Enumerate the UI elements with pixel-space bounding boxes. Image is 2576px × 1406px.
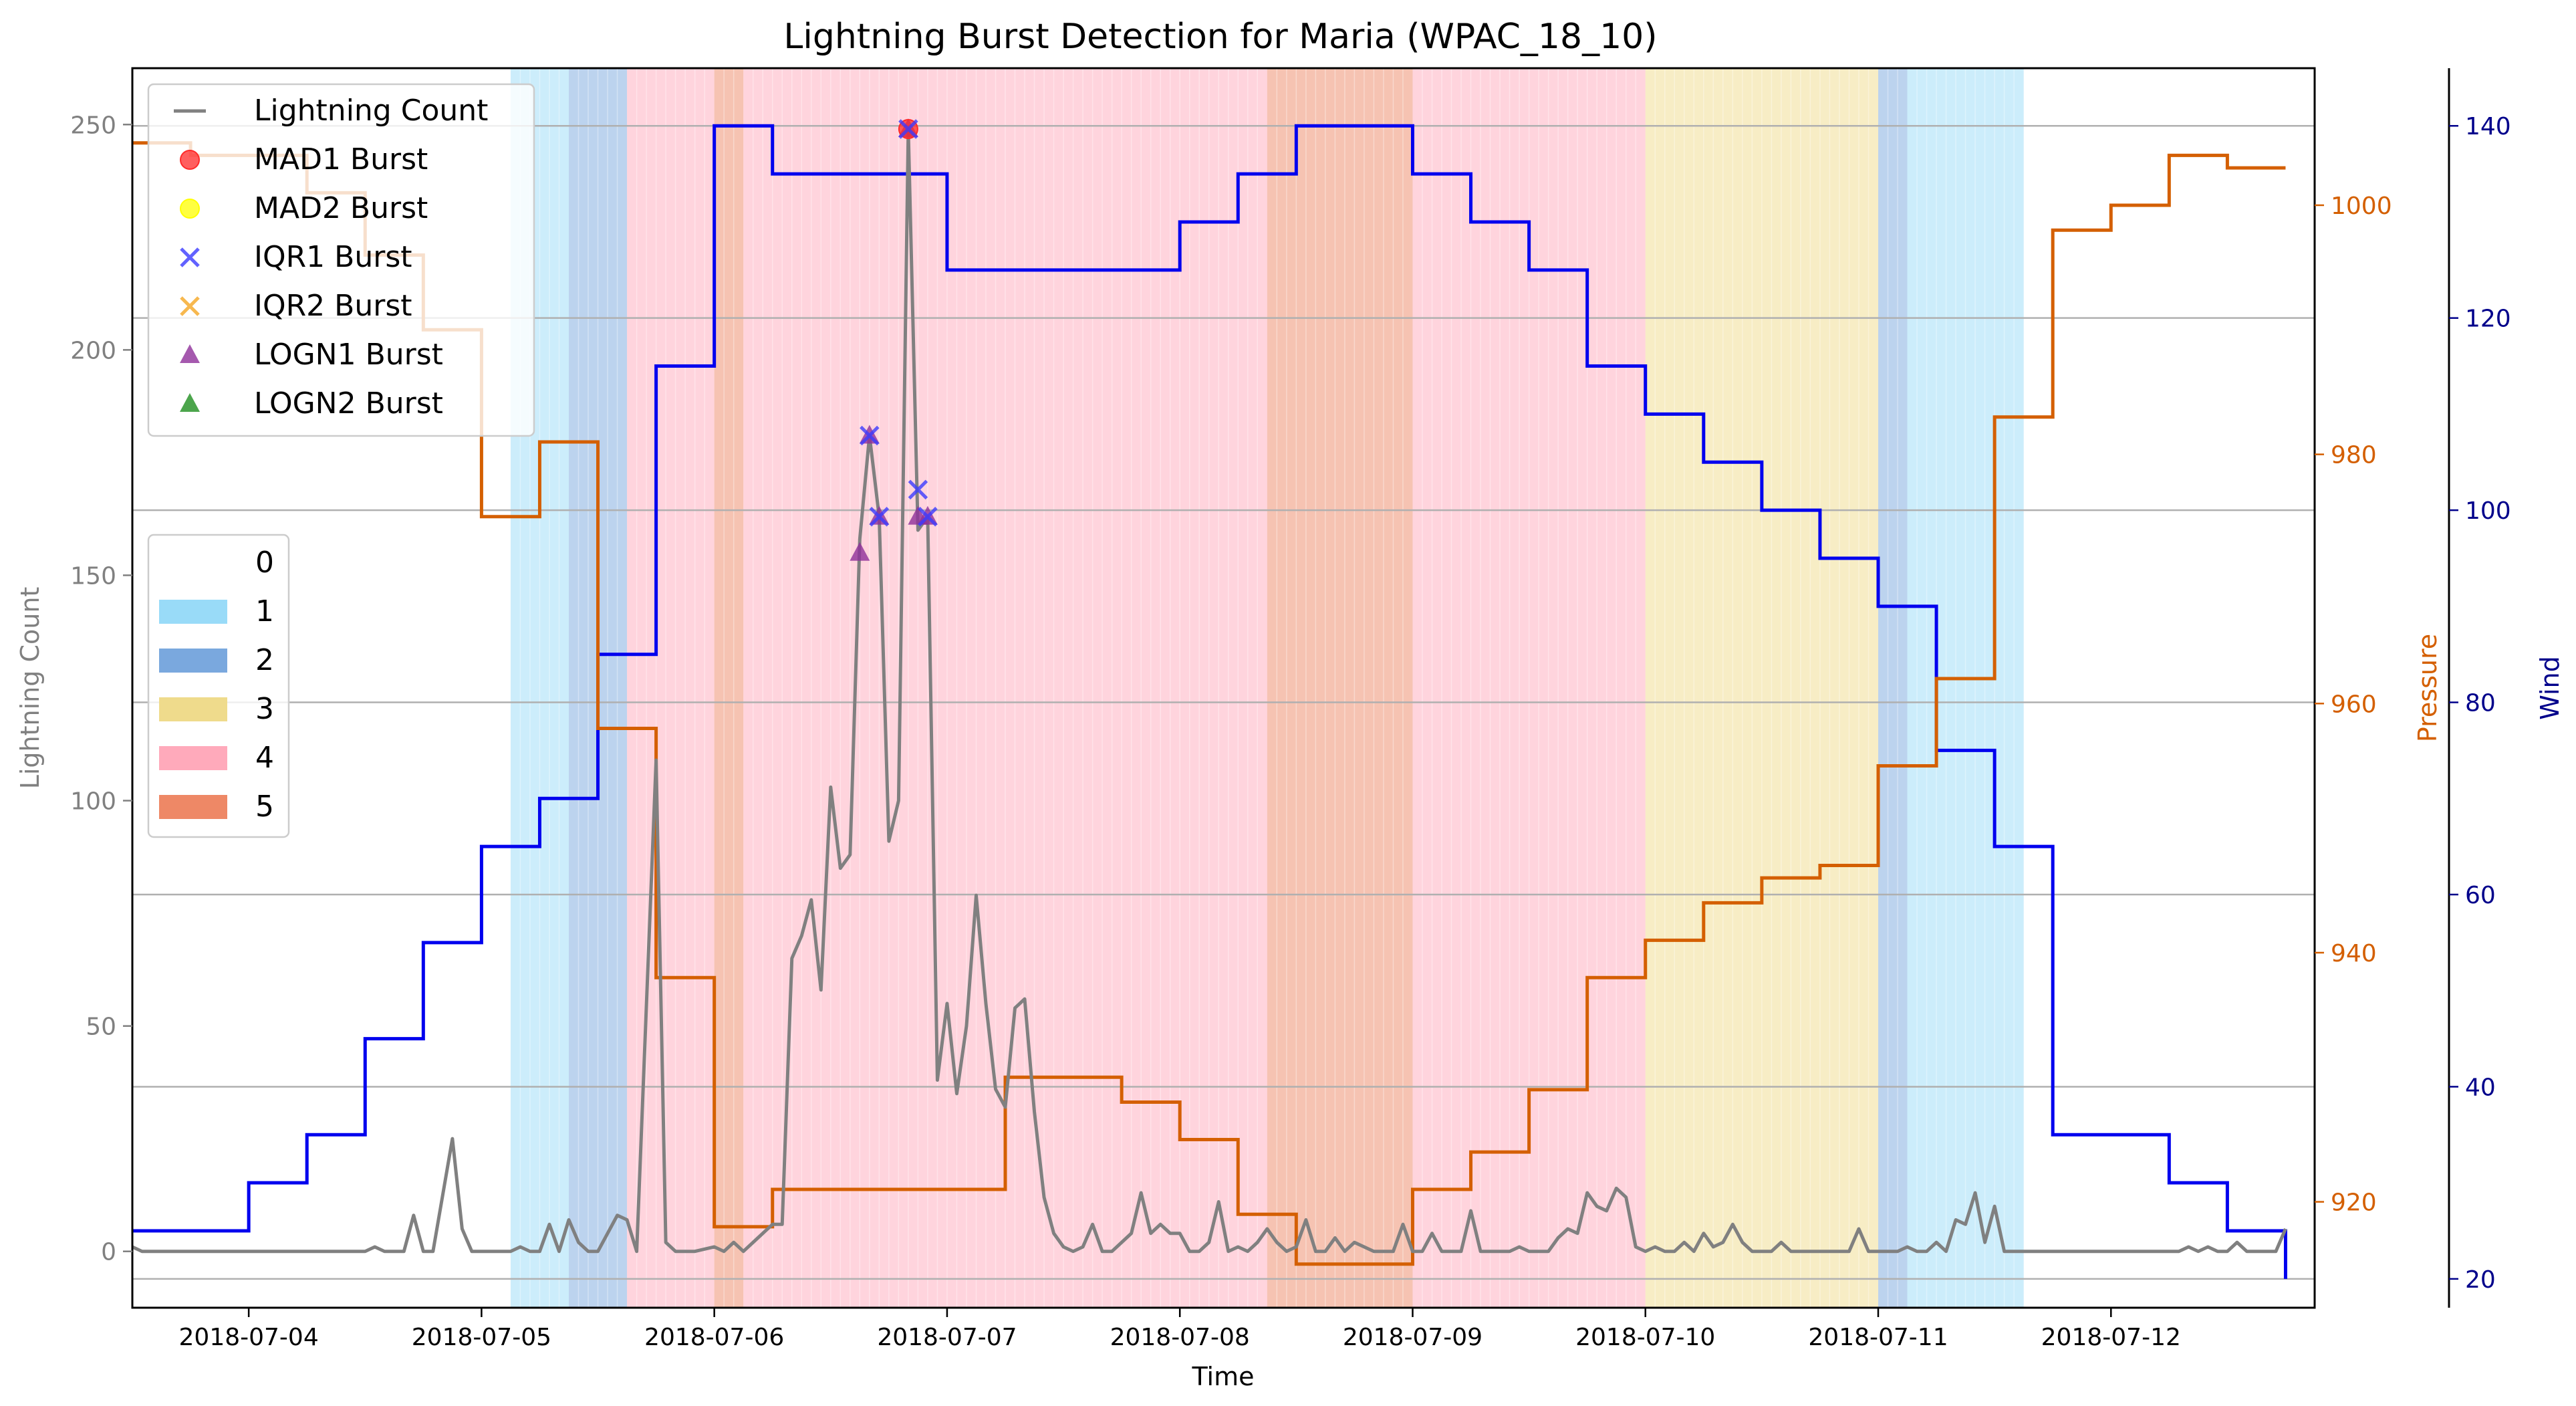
legend-swatch — [180, 344, 200, 363]
category-legend-entry: 3 — [159, 692, 274, 726]
y3-tick-label: 140 — [2465, 113, 2511, 140]
legend-swatch — [180, 393, 200, 412]
y3-tick-label: 100 — [2465, 497, 2511, 525]
legend-label: LOGN1 Burst — [254, 338, 443, 372]
plot-frame — [131, 67, 2316, 1309]
category-label: 4 — [255, 741, 274, 775]
left-axis-label: Lightning Count — [15, 587, 45, 790]
x-tick-label: 2018-07-05 — [412, 1324, 551, 1351]
legend-entry: IQR2 Burst — [180, 289, 412, 323]
y-tick-label: 0 — [101, 1239, 116, 1266]
legend-swatch — [180, 150, 200, 170]
legend-entry: Lightning Count — [174, 94, 488, 128]
legend-label: LOGN2 Burst — [254, 386, 443, 421]
y2-tick-label: 920 — [2331, 1189, 2377, 1217]
y2-tick-label: 960 — [2331, 691, 2377, 718]
y2-tick-label: 1000 — [2331, 193, 2392, 220]
logn1-burst-marker — [850, 542, 870, 561]
category-legend-entry: 1 — [159, 594, 274, 628]
legend-entry: LOGN1 Burst — [180, 338, 443, 372]
y-tick-label: 150 — [70, 562, 116, 590]
iqr1-burst-marker — [869, 507, 890, 527]
category-band-4 — [627, 68, 715, 1308]
x-tick-label: 2018-07-06 — [644, 1324, 784, 1351]
y3-tick-label: 40 — [2465, 1074, 2496, 1101]
category-label: 0 — [255, 546, 274, 580]
lightning-series — [131, 127, 2287, 1254]
category-legend: 0 1 2 3 4 5 — [147, 534, 290, 838]
x-axis: 2018-07-04 2018-07-05 2018-07-06 2018-07-07… — [179, 1308, 2181, 1351]
category-legend-entry: 2 — [159, 643, 274, 677]
y-tick-label: 100 — [70, 788, 116, 816]
x-tick-label: 2018-07-12 — [2041, 1324, 2181, 1351]
category-band-5 — [714, 68, 744, 1308]
pressure-axis: 920 940 960 980 1000 — [2315, 193, 2392, 1217]
x-tick-label: 2018-07-09 — [1343, 1324, 1483, 1351]
lightning-line — [131, 127, 2287, 1254]
legend-entry: MAD2 Burst — [180, 191, 428, 225]
category-legend-entry: 4 — [159, 741, 274, 775]
iqr1-burst-marker — [918, 507, 938, 527]
category-swatch — [159, 795, 227, 819]
series-legend: Lightning Count MAD1 Burst MAD2 Burst IQR1 … — [147, 83, 535, 437]
y3-tick-label: 80 — [2465, 690, 2496, 717]
y3-tick-label: 60 — [2465, 882, 2496, 909]
category-swatch — [159, 697, 227, 721]
category-legend-entry: 0 — [159, 546, 274, 580]
category-band-2 — [1878, 68, 1908, 1308]
chart-title: Lightning Burst Detection for Maria (WPA… — [783, 17, 1657, 57]
category-band-3 — [1645, 68, 1878, 1308]
legend-swatch — [180, 247, 200, 267]
iqr1-burst-marker — [860, 425, 880, 446]
x-tick-label: 2018-07-10 — [1575, 1324, 1715, 1351]
legend-entry: LOGN2 Burst — [180, 386, 443, 421]
iqr1-burst-marker — [898, 119, 918, 139]
legend-label: MAD2 Burst — [254, 191, 428, 225]
wind-axis: 20 40 60 80 100 120 140 — [2448, 68, 2511, 1308]
pressure-series — [132, 141, 2286, 1266]
y-tick-label: 250 — [70, 112, 116, 139]
y2-tick-label: 940 — [2331, 940, 2377, 967]
series-legend-box — [147, 83, 535, 437]
x-tick-label: 2018-07-08 — [1110, 1324, 1250, 1351]
y-tick-label: 50 — [86, 1014, 116, 1041]
category-label: 1 — [255, 594, 274, 628]
category-swatch — [159, 600, 227, 624]
x-tick-label: 2018-07-07 — [877, 1324, 1017, 1351]
iqr1-burst-marker — [908, 479, 928, 500]
left-axis: 0 50 100 150 200 250 — [70, 112, 132, 1266]
category-legend-entry: 5 — [159, 790, 274, 824]
category-band-1 — [1907, 68, 2024, 1308]
category-band-5 — [1267, 68, 1413, 1308]
legend-entry: MAD1 Burst — [180, 142, 428, 177]
x-tick-label: 2018-07-04 — [179, 1324, 319, 1351]
category-swatch — [159, 649, 227, 673]
category-swatch — [159, 746, 227, 770]
category-bands — [510, 68, 2024, 1308]
legend-entry: IQR1 Burst — [180, 240, 412, 274]
category-label: 5 — [255, 790, 274, 824]
pressure-line — [132, 141, 2286, 1266]
y-tick-label: 200 — [70, 337, 116, 364]
wind-axis-label: Wind — [2535, 656, 2565, 720]
legend-label: IQR1 Burst — [254, 240, 412, 274]
y2-tick-label: 980 — [2331, 442, 2377, 469]
category-label: 3 — [255, 692, 274, 726]
burst-markers — [850, 118, 938, 561]
y3-tick-label: 20 — [2465, 1266, 2496, 1294]
legend-label: Lightning Count — [254, 94, 488, 128]
y3-tick-label: 120 — [2465, 306, 2511, 333]
category-swatch — [159, 551, 227, 575]
legend-label: MAD1 Burst — [254, 142, 428, 177]
category-label: 2 — [255, 643, 274, 677]
x-tick-label: 2018-07-11 — [1808, 1324, 1948, 1351]
pressure-axis-label: Pressure — [2413, 634, 2442, 742]
legend-swatch — [180, 296, 200, 316]
x-axis-label: Time — [1192, 1362, 1255, 1391]
legend-swatch — [180, 199, 200, 219]
legend-label: IQR2 Burst — [254, 289, 412, 323]
